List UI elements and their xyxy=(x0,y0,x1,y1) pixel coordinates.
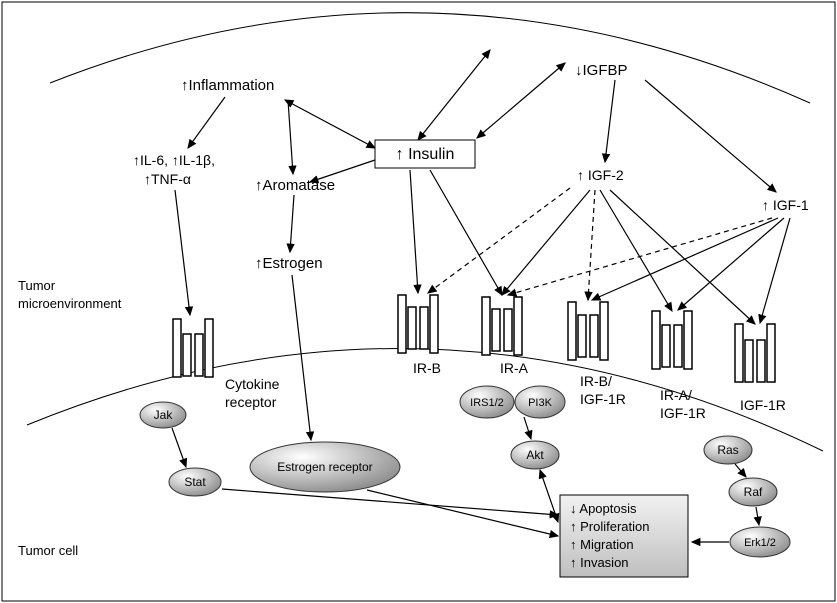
arrow-5 xyxy=(290,195,294,252)
receptor-1-back-1 xyxy=(430,295,438,353)
receptor-4-back-0 xyxy=(652,311,660,369)
receptor-0-back-1 xyxy=(205,319,213,377)
receptor-0 xyxy=(173,319,213,377)
arrow-0 xyxy=(418,50,490,140)
oval-label-jak: Jak xyxy=(154,408,174,422)
arrow-3 xyxy=(175,190,190,315)
outcome-line-2: ↑ Migration xyxy=(570,537,634,552)
arrow-1 xyxy=(285,100,375,148)
label-cytokine-1: receptor xyxy=(225,394,277,410)
receptor-1-front-1 xyxy=(420,307,428,349)
label-ira: IR-A xyxy=(500,360,529,376)
label-aromatase: ↑Aromatase xyxy=(255,177,335,194)
receptor-2-back-0 xyxy=(482,297,490,355)
signaling-diagram: ↑ Insulin ↓ Apoptosis ↑ Proliferation ↑ Mig… xyxy=(0,0,837,603)
receptor-4-front-0 xyxy=(662,325,670,367)
receptor-2-back-1 xyxy=(514,297,522,355)
arrow-6 xyxy=(292,275,311,440)
label-tnf: ↑TNF-α xyxy=(144,171,191,187)
label-irb_igf1r-0: IR-B/ xyxy=(580,373,612,389)
arrow-19 xyxy=(592,218,778,300)
arrow-21 xyxy=(760,218,790,323)
label-tumor_micro-1: microenvironment xyxy=(18,296,122,311)
arrow-27 xyxy=(735,464,746,477)
arrow-2 xyxy=(188,97,225,148)
arrow-10 xyxy=(645,80,776,192)
outer-border xyxy=(2,2,835,601)
arrow-4 xyxy=(288,100,293,174)
oval-label-pi3k: PI3K xyxy=(528,397,553,409)
receptor-5-back-0 xyxy=(735,324,743,382)
label-irb_igf1r-1: IGF-1R xyxy=(580,391,626,407)
arrow-8 xyxy=(477,63,565,138)
receptor-5-front-1 xyxy=(757,340,765,382)
receptor-0-front-1 xyxy=(195,334,203,376)
arrow-9 xyxy=(605,80,615,162)
receptor-1-back-0 xyxy=(398,295,406,353)
receptor-2-front-1 xyxy=(504,309,512,351)
outcome-line-0: ↓ Apoptosis xyxy=(570,501,637,516)
label-igf1: ↑ IGF-1 xyxy=(762,197,809,213)
label-irb: IR-B xyxy=(413,360,441,376)
label-estrogen: ↑Estrogen xyxy=(255,255,323,272)
outcome-line-1: ↑ Proliferation xyxy=(570,519,649,534)
label-igf1r: IGF-1R xyxy=(740,397,786,413)
receptor-1 xyxy=(398,295,438,353)
oval-label-akt: Akt xyxy=(526,448,544,462)
outer-membrane-arc xyxy=(50,13,810,103)
label-cytokine-0: Cytokine xyxy=(225,376,280,392)
receptor-0-back-0 xyxy=(173,319,181,377)
receptor-2 xyxy=(482,297,522,355)
arrow-11 xyxy=(410,170,418,293)
arrow-23 xyxy=(222,489,558,515)
label-igf2: ↑ IGF-2 xyxy=(577,167,624,183)
outcome-line-3: ↑ Invasion xyxy=(570,555,629,570)
arrow-18 xyxy=(508,218,772,295)
receptor-3-front-1 xyxy=(590,315,598,357)
oval-label-irs: IRS1/2 xyxy=(470,397,504,409)
receptor-4-back-1 xyxy=(684,311,692,369)
arrow-28 xyxy=(756,507,759,525)
oval-label-er: Estrogen receptor xyxy=(277,460,372,474)
label-inflammation: ↑Inflammation xyxy=(181,77,274,94)
arrow-17 xyxy=(588,190,595,300)
receptor-4-front-1 xyxy=(674,325,682,367)
receptor-5-front-0 xyxy=(745,340,753,382)
label-il6: ↑IL-6, ↑IL-1β, xyxy=(133,152,215,168)
label-ira_igf1r-1: IGF-1R xyxy=(660,405,706,421)
insulin-label: ↑ Insulin xyxy=(396,146,455,163)
arrow-22 xyxy=(172,428,186,467)
oval-label-erk: Erk1/2 xyxy=(744,537,776,549)
arrow-25 xyxy=(524,417,531,439)
oval-label-ras: Ras xyxy=(717,443,738,457)
receptor-5 xyxy=(735,324,775,382)
receptor-3-back-1 xyxy=(600,302,608,360)
receptor-3-front-0 xyxy=(578,315,586,357)
receptor-4 xyxy=(652,311,692,369)
arrow-14 xyxy=(600,190,672,311)
receptor-2-front-0 xyxy=(492,309,500,351)
receptor-0-front-0 xyxy=(183,334,191,376)
receptor-3-back-0 xyxy=(568,302,576,360)
oval-label-stat: Stat xyxy=(184,475,206,489)
label-ira_igf1r-0: IR-A/ xyxy=(660,387,692,403)
label-tumor_micro-0: Tumor xyxy=(18,278,56,293)
arrow-15 xyxy=(610,190,755,324)
receptor-3 xyxy=(568,302,608,360)
label-igfbp: ↓IGFBP xyxy=(575,62,628,79)
label-tumor_cell: Tumor cell xyxy=(18,543,78,558)
receptor-1-front-0 xyxy=(408,307,416,349)
arrow-12 xyxy=(430,170,502,295)
receptor-5-back-1 xyxy=(767,324,775,382)
oval-label-raf: Raf xyxy=(744,485,763,499)
